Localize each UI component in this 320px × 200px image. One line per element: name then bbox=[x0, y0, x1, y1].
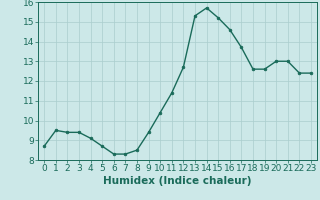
X-axis label: Humidex (Indice chaleur): Humidex (Indice chaleur) bbox=[103, 176, 252, 186]
